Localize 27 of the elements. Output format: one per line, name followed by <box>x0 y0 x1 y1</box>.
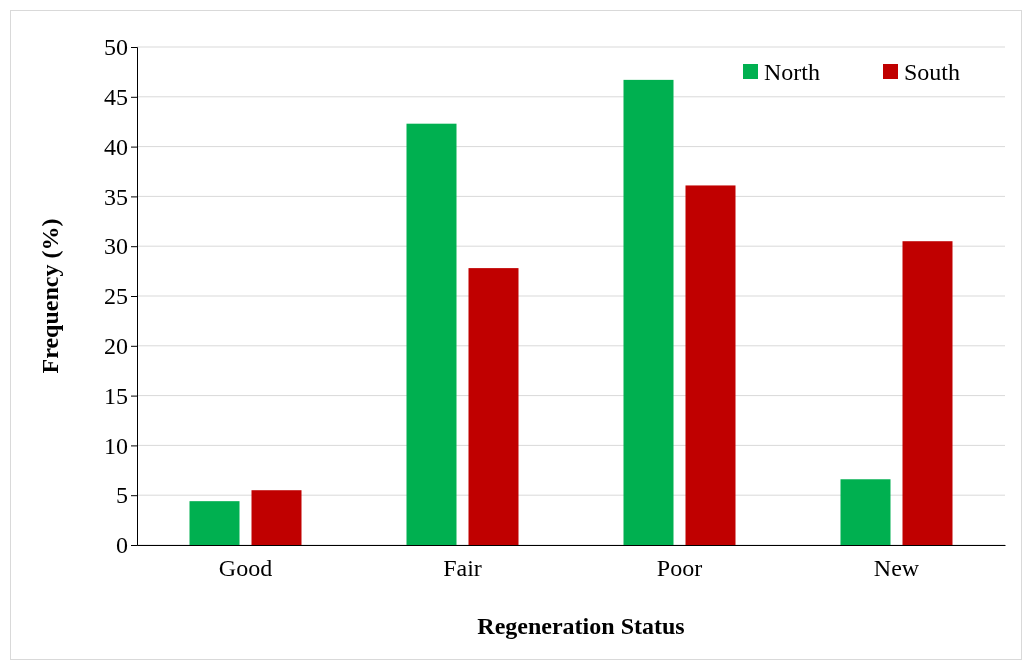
x-tick-label: Good <box>218 555 273 582</box>
y-axis-title: Frequency (%) <box>37 218 63 374</box>
y-tick-label: 20 <box>104 332 128 359</box>
bar <box>623 79 674 545</box>
y-tick-label: 45 <box>104 83 128 110</box>
y-tick-label: 30 <box>104 233 128 260</box>
y-tick-label: 0 <box>116 532 128 559</box>
y-tick-label: 35 <box>104 183 128 210</box>
bar <box>840 479 891 545</box>
x-tick-label: New <box>873 555 920 582</box>
y-tick-label: 50 <box>104 34 128 61</box>
y-tick-label: 25 <box>104 283 128 310</box>
x-tick-label: Poor <box>656 555 703 582</box>
legend-label: South <box>904 59 961 85</box>
legend-label: North <box>764 59 820 85</box>
y-tick-label: 5 <box>116 482 128 509</box>
x-axis-title: Regeneration Status <box>477 613 685 639</box>
bar <box>902 241 953 545</box>
bar <box>189 501 240 545</box>
bar <box>251 490 302 545</box>
bar <box>685 185 736 545</box>
x-tick-label: Fair <box>443 555 482 582</box>
y-tick-label: 15 <box>104 382 128 409</box>
bar <box>406 123 457 545</box>
bar <box>468 268 519 545</box>
y-tick-label: 40 <box>104 133 128 160</box>
y-tick-label: 10 <box>104 432 128 459</box>
